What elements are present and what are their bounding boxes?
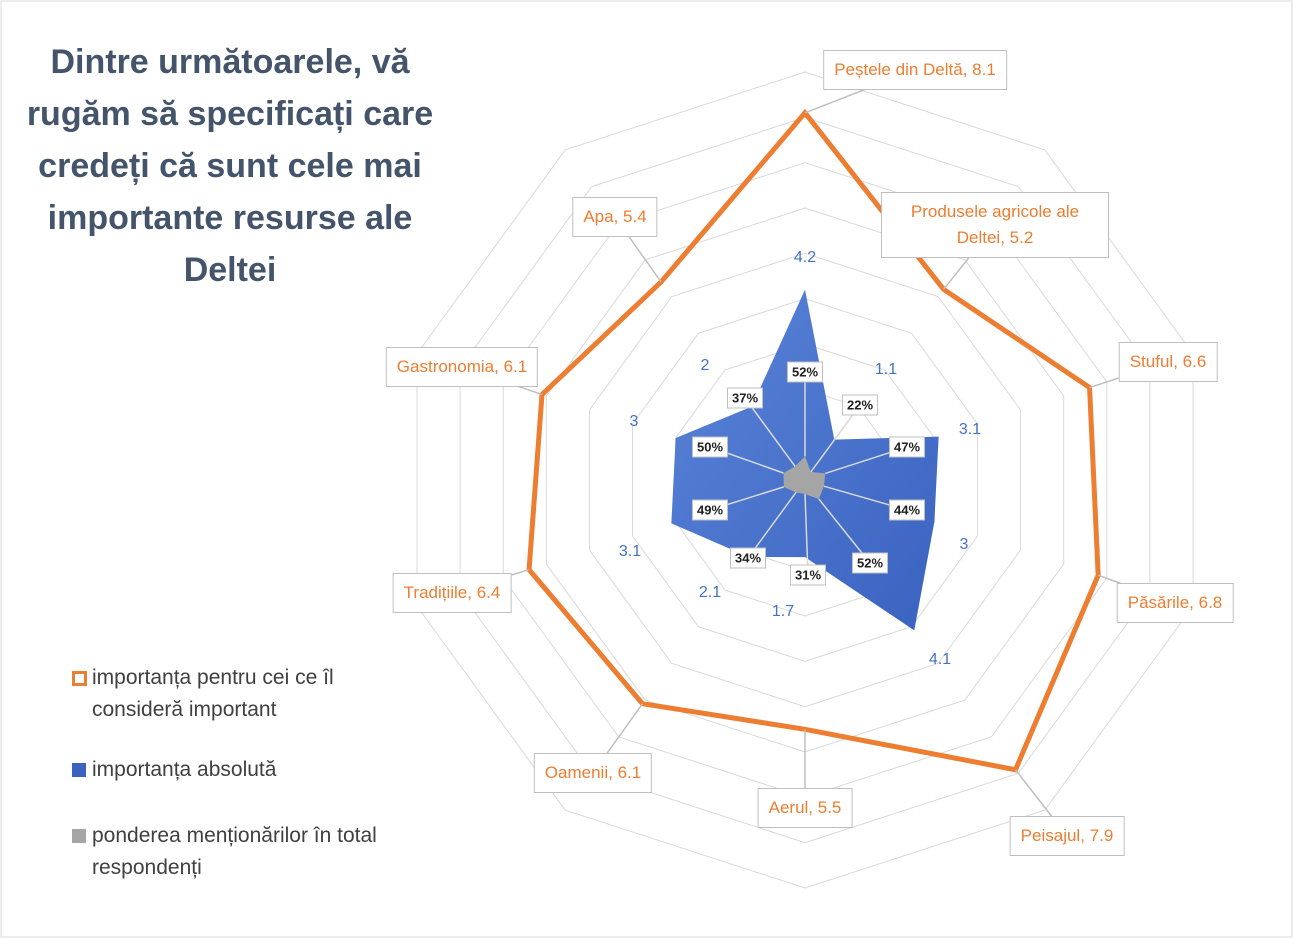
value-label: 6.1 <box>617 763 642 782</box>
value-label: 34% <box>729 547 767 569</box>
value-text: 47% <box>893 439 921 455</box>
legend-swatch <box>72 763 86 777</box>
value-label: 6.4 <box>476 583 501 602</box>
value-text: 49% <box>696 502 724 518</box>
category-name: Peisajul <box>1020 826 1081 845</box>
value-label: 8.1 <box>972 60 996 79</box>
value-text: 4.2 <box>793 249 817 266</box>
category-name: Produsele agricole ale Deltei <box>910 202 1080 247</box>
value-label: 1.7 <box>772 603 794 621</box>
category-label: Tradițiile, 6.4 <box>392 573 512 613</box>
value-label: 4.1 <box>929 651 951 669</box>
category-label: Produsele agricole ale Deltei, 5.2 <box>881 192 1109 258</box>
grid-ring <box>416 71 1194 889</box>
value-label: 5.5 <box>817 798 842 817</box>
value-label: 1.1 <box>875 361 897 379</box>
grid-ring <box>632 298 978 662</box>
category-label: Oamenii, 6.1 <box>533 753 653 793</box>
value-text: 50% <box>696 439 724 455</box>
category-label: Peisajul, 7.9 <box>1009 816 1125 856</box>
value-text: 3 <box>959 536 969 553</box>
value-text: 1.7 <box>771 603 795 620</box>
category-label: Stuful, 6.6 <box>1118 342 1218 382</box>
value-text: 2 <box>700 357 710 374</box>
value-text: 3 <box>629 413 639 430</box>
category-label: Gastronomia, 6.1 <box>385 347 539 387</box>
grid-ring <box>588 252 1022 708</box>
value-text: 44% <box>893 502 921 518</box>
leader-line <box>810 404 861 473</box>
legend-label: ponderea menționărilor în total responde… <box>92 824 377 879</box>
value-label: 3.1 <box>959 421 981 439</box>
value-label: 37% <box>726 387 764 409</box>
value-label: 3.1 <box>619 543 641 561</box>
value-label: 2 <box>701 357 710 375</box>
category-name: Oamenii <box>544 763 609 782</box>
category-label: Aerul, 5.5 <box>757 788 853 828</box>
value-label: 44% <box>888 499 926 521</box>
value-text: 2.1 <box>698 584 722 601</box>
value-label: 2.1 <box>699 584 721 602</box>
leader-line <box>804 494 809 576</box>
value-label: 52% <box>851 552 889 574</box>
category-name: Apa <box>583 207 614 226</box>
legend-item: importanța absolută <box>72 754 422 786</box>
value-label: 49% <box>691 499 729 521</box>
category-name: Păsările <box>1127 593 1190 612</box>
category-name: Stuful <box>1129 352 1174 371</box>
legend-item: importanța pentru cei ce îl consideră im… <box>72 662 422 726</box>
value-label: 3 <box>630 413 639 431</box>
value-label: 5.2 <box>1009 228 1034 247</box>
value-text: 37% <box>731 390 759 406</box>
category-label: Peștele din Deltă, 8.1 <box>823 50 1007 90</box>
grid-ring <box>675 343 935 617</box>
value-label: 22% <box>841 394 879 416</box>
grid-ring <box>459 116 1151 844</box>
value-text: 52% <box>856 555 884 571</box>
value-text: 4.1 <box>928 651 952 668</box>
value-label: 3 <box>960 536 969 554</box>
legend-label: importanța pentru cei ce îl consideră im… <box>92 666 334 721</box>
value-label: 5.4 <box>623 207 647 226</box>
value-label: 6.1 <box>503 357 528 376</box>
leader-line <box>818 498 871 564</box>
value-label: 4.2 <box>794 249 816 267</box>
value-text: 3.1 <box>958 421 982 438</box>
category-name: Aerul <box>768 798 809 817</box>
value-label: 50% <box>691 436 729 458</box>
value-label: 7.9 <box>1089 826 1114 845</box>
legend-swatch <box>72 829 86 843</box>
legend-label: importanța absolută <box>92 758 277 781</box>
leader-line <box>744 397 796 467</box>
value-label: 31% <box>789 564 827 586</box>
value-label: 6.6 <box>1182 352 1207 371</box>
value-label: 47% <box>888 436 926 458</box>
leader-line <box>747 492 797 559</box>
chart-title: Dintre următoarele, vă rugăm să specific… <box>26 43 434 289</box>
legend-swatch <box>72 671 87 686</box>
value-text: 1.1 <box>874 361 898 378</box>
category-name: Peștele din Deltă <box>834 60 963 79</box>
category-name: Gastronomia <box>396 357 495 376</box>
value-text: 34% <box>734 550 762 566</box>
series-area <box>783 456 826 500</box>
value-text: 52% <box>791 364 819 380</box>
category-name: Tradițiile <box>403 583 468 602</box>
value-text: 31% <box>794 567 822 583</box>
value-label: 52% <box>786 361 824 383</box>
value-label: 6.8 <box>1198 593 1223 612</box>
value-text: 22% <box>846 397 874 413</box>
value-text: 3.1 <box>618 543 642 560</box>
category-label: Păsările, 6.8 <box>1116 583 1234 623</box>
category-label: Apa, 5.4 <box>572 197 658 237</box>
legend-item: ponderea menționărilor în total responde… <box>72 820 422 884</box>
